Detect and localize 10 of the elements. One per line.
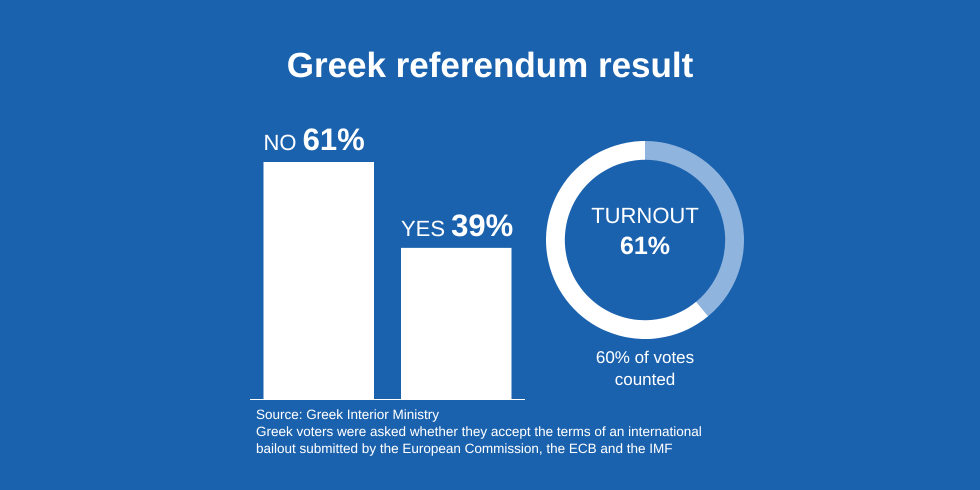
- text: Greek voters were asked whether they accept the terms of an international bailout submitted by the European Commission, the ECB and the IMF: [256, 423, 703, 457]
- source-note: Source: Greek Interior Ministry: [256, 406, 440, 423]
- data-label: 39%: [451, 208, 514, 243]
- x-tick-label: YES: [401, 216, 452, 241]
- chart-title: Greek referendum result: [286, 46, 694, 86]
- text: TURNOUT: [590, 202, 700, 230]
- text: 61%: [618, 231, 672, 261]
- x-tick-label: NO: [264, 130, 303, 155]
- data-label: 61%: [302, 122, 365, 157]
- text: 60% of votes counted: [594, 347, 696, 391]
